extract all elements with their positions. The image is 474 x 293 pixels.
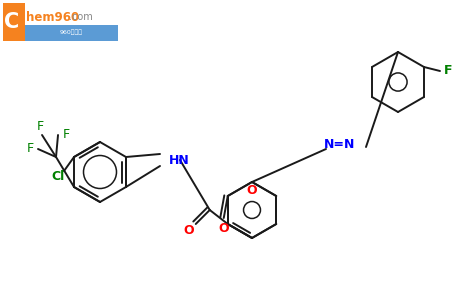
Text: F: F (27, 142, 34, 156)
Text: F: F (444, 64, 452, 78)
Text: C: C (4, 12, 19, 32)
Text: HN: HN (169, 154, 190, 166)
Text: Cl: Cl (51, 171, 64, 183)
Text: .com: .com (69, 12, 93, 23)
Text: N=N: N=N (324, 139, 356, 151)
Text: hem960: hem960 (26, 11, 79, 24)
Text: O: O (246, 183, 257, 197)
Text: O: O (183, 224, 194, 238)
Text: 960化工网: 960化工网 (60, 30, 83, 35)
Text: F: F (63, 129, 70, 142)
Bar (25, 25, 118, 41)
Bar (3, 3, 25, 41)
Text: O: O (219, 222, 229, 234)
Text: F: F (36, 120, 44, 134)
